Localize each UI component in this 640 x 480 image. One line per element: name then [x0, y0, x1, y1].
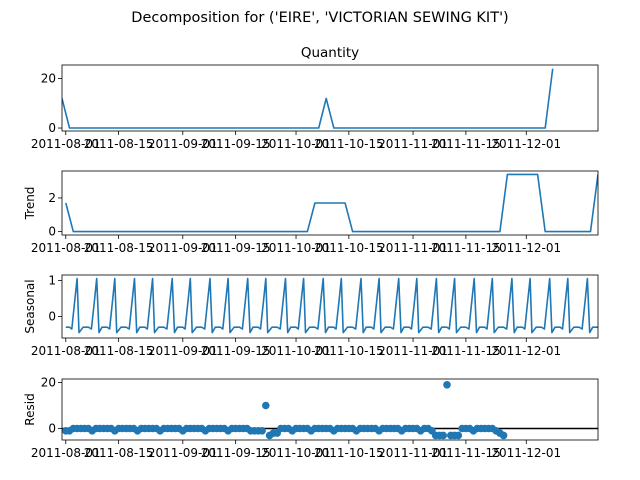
x-tick-label: 2011-08-01 — [31, 137, 101, 151]
y-axis-label: Seasonal — [23, 279, 37, 333]
x-tick-label: 2011-12-01 — [491, 137, 561, 151]
series-line — [65, 277, 598, 334]
x-tick-label: 2011-11-01 — [378, 241, 448, 255]
panel-title: Quantity — [301, 45, 359, 61]
y-tick-label: 0 — [48, 121, 56, 135]
x-tick-label: 2011-10-15 — [314, 137, 384, 151]
x-tick-label: 2011-09-15 — [201, 241, 271, 255]
x-tick-label: 2011-09-01 — [148, 446, 218, 460]
y-tick-label: 20 — [41, 72, 56, 86]
x-tick-label: 2011-12-01 — [491, 344, 561, 358]
x-tick-label: 2011-12-01 — [491, 241, 561, 255]
x-tick-label: 2011-08-15 — [84, 344, 154, 358]
y-tick-label: 1 — [48, 273, 56, 287]
panel-3: Seasonal 0 1 2011-08-012011-08-152011-09-01… — [23, 273, 599, 358]
x-tick-label: 2011-10-15 — [314, 344, 384, 358]
series-line — [65, 173, 598, 233]
x-tick-label: 2011-08-01 — [31, 446, 101, 460]
y-tick-label: 0 — [48, 225, 56, 239]
x-tick-label: 2011-11-01 — [378, 446, 448, 460]
resid-point — [443, 381, 451, 389]
x-tick-label: 2011-08-01 — [31, 344, 101, 358]
x-tick-label: 2011-10-15 — [314, 241, 384, 255]
y-axis-label: Trend — [23, 187, 37, 221]
x-tick-label: 2011-12-01 — [491, 446, 561, 460]
x-tick-label: 2011-10-01 — [261, 344, 331, 358]
plot-area — [62, 68, 554, 129]
panel-2: Trend022011-08-012011-08-152011-09-01201… — [23, 170, 599, 255]
y-axis-label: Resid — [23, 393, 37, 425]
resid-point — [499, 431, 508, 440]
axes-frame — [61, 378, 599, 441]
x-tick-label: 2011-10-15 — [314, 446, 384, 460]
x-tick-label: 2011-10-01 — [261, 137, 331, 151]
x-tick-label: 2011-09-01 — [148, 137, 218, 151]
plot-area — [65, 277, 598, 334]
x-tick-label: 2011-08-15 — [84, 446, 154, 460]
resid-point — [258, 427, 266, 435]
x-tick-label: 2011-10-01 — [261, 446, 331, 460]
figure-suptitle: Decomposition for ('EIRE', 'VICTORIAN SE… — [131, 10, 508, 26]
x-tick-label: 2011-11-15 — [431, 344, 501, 358]
axes-frame — [61, 274, 599, 339]
x-tick-label: 2011-11-15 — [431, 137, 501, 151]
x-tick-label: 2011-09-15 — [201, 446, 271, 460]
x-tick-label: 2011-08-15 — [84, 137, 154, 151]
panel-4: Resid0202011-08-012011-08-152011-09-0120… — [23, 375, 599, 460]
y-tick-label: 20 — [41, 375, 56, 389]
x-tick-label: 2011-09-01 — [148, 241, 218, 255]
plot-area — [62, 381, 598, 440]
series-line — [62, 68, 554, 129]
x-tick-label: 2011-09-15 — [201, 344, 271, 358]
panel-1: Quantity 0 20 2011-08-012011-08-152011-09-0… — [31, 45, 599, 151]
panels-group: Quantity0202011-08-012011-08-152011-09-0… — [23, 45, 599, 460]
plot-area — [65, 173, 598, 233]
x-tick-label: 2011-11-15 — [431, 446, 501, 460]
axes-frame — [61, 64, 599, 132]
x-tick-label: 2011-09-15 — [201, 137, 271, 151]
x-tick-label: 2011-08-15 — [84, 241, 154, 255]
y-tick-label: 0 — [48, 421, 56, 435]
resid-point — [262, 401, 270, 410]
axes-frame — [61, 170, 599, 236]
resid-point — [454, 431, 463, 440]
resid-point — [439, 431, 448, 440]
y-tick-label: 0 — [48, 309, 56, 323]
x-tick-label: 2011-10-01 — [261, 241, 331, 255]
y-tick-label: 2 — [48, 191, 56, 205]
x-tick-label: 2011-11-01 — [378, 137, 448, 151]
x-tick-label: 2011-11-15 — [431, 241, 501, 255]
x-tick-label: 2011-08-01 — [31, 241, 101, 255]
x-tick-label: 2011-11-01 — [378, 344, 448, 358]
x-tick-label: 2011-09-01 — [148, 344, 218, 358]
